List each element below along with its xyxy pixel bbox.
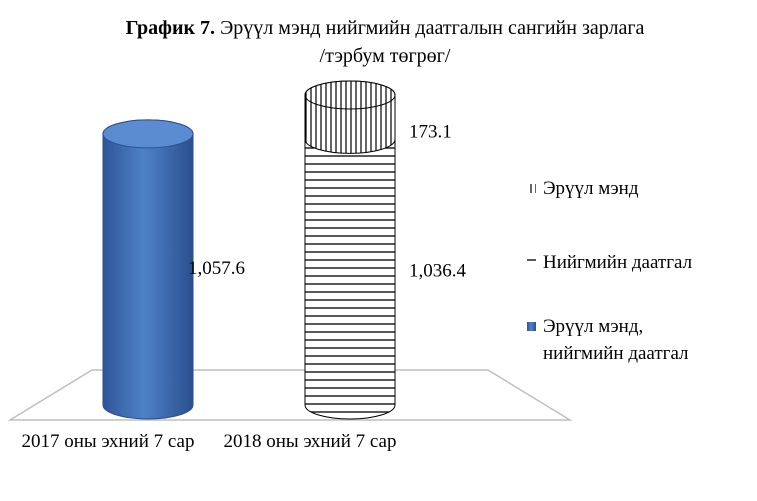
cylinder-segment <box>304 124 396 420</box>
cylinder-segment <box>102 119 194 420</box>
title-text: Эрүүл мэнд нийгмийн даатгалын сангийн за… <box>220 17 645 67</box>
value-label: 1,036.4 <box>409 261 467 282</box>
title-label: График 7. <box>125 17 216 39</box>
legend-label: Эрүүл мэнд, нийгмийн даатгал <box>543 316 689 364</box>
x-tick-label: 2018 оны эхний 7 сар <box>223 431 397 452</box>
cylinder-top <box>304 80 396 110</box>
legend-swatch <box>527 184 536 193</box>
legend-label: Нийгмийн даатгал <box>543 252 693 273</box>
value-label: 173.1 <box>409 122 452 143</box>
chart-title: График 7. Эрүүл мэнд нийгмийн даатгалын … <box>125 14 645 70</box>
floor <box>7 369 573 421</box>
cylinder-top <box>102 119 194 149</box>
legend-swatch <box>527 322 536 331</box>
legend-swatch <box>527 258 536 267</box>
legend-label: Эрүүл мэнд <box>543 178 639 199</box>
value-label: 1,057.6 <box>188 258 245 279</box>
x-tick-label: 2017 оны эхний 7 сар <box>21 431 195 452</box>
